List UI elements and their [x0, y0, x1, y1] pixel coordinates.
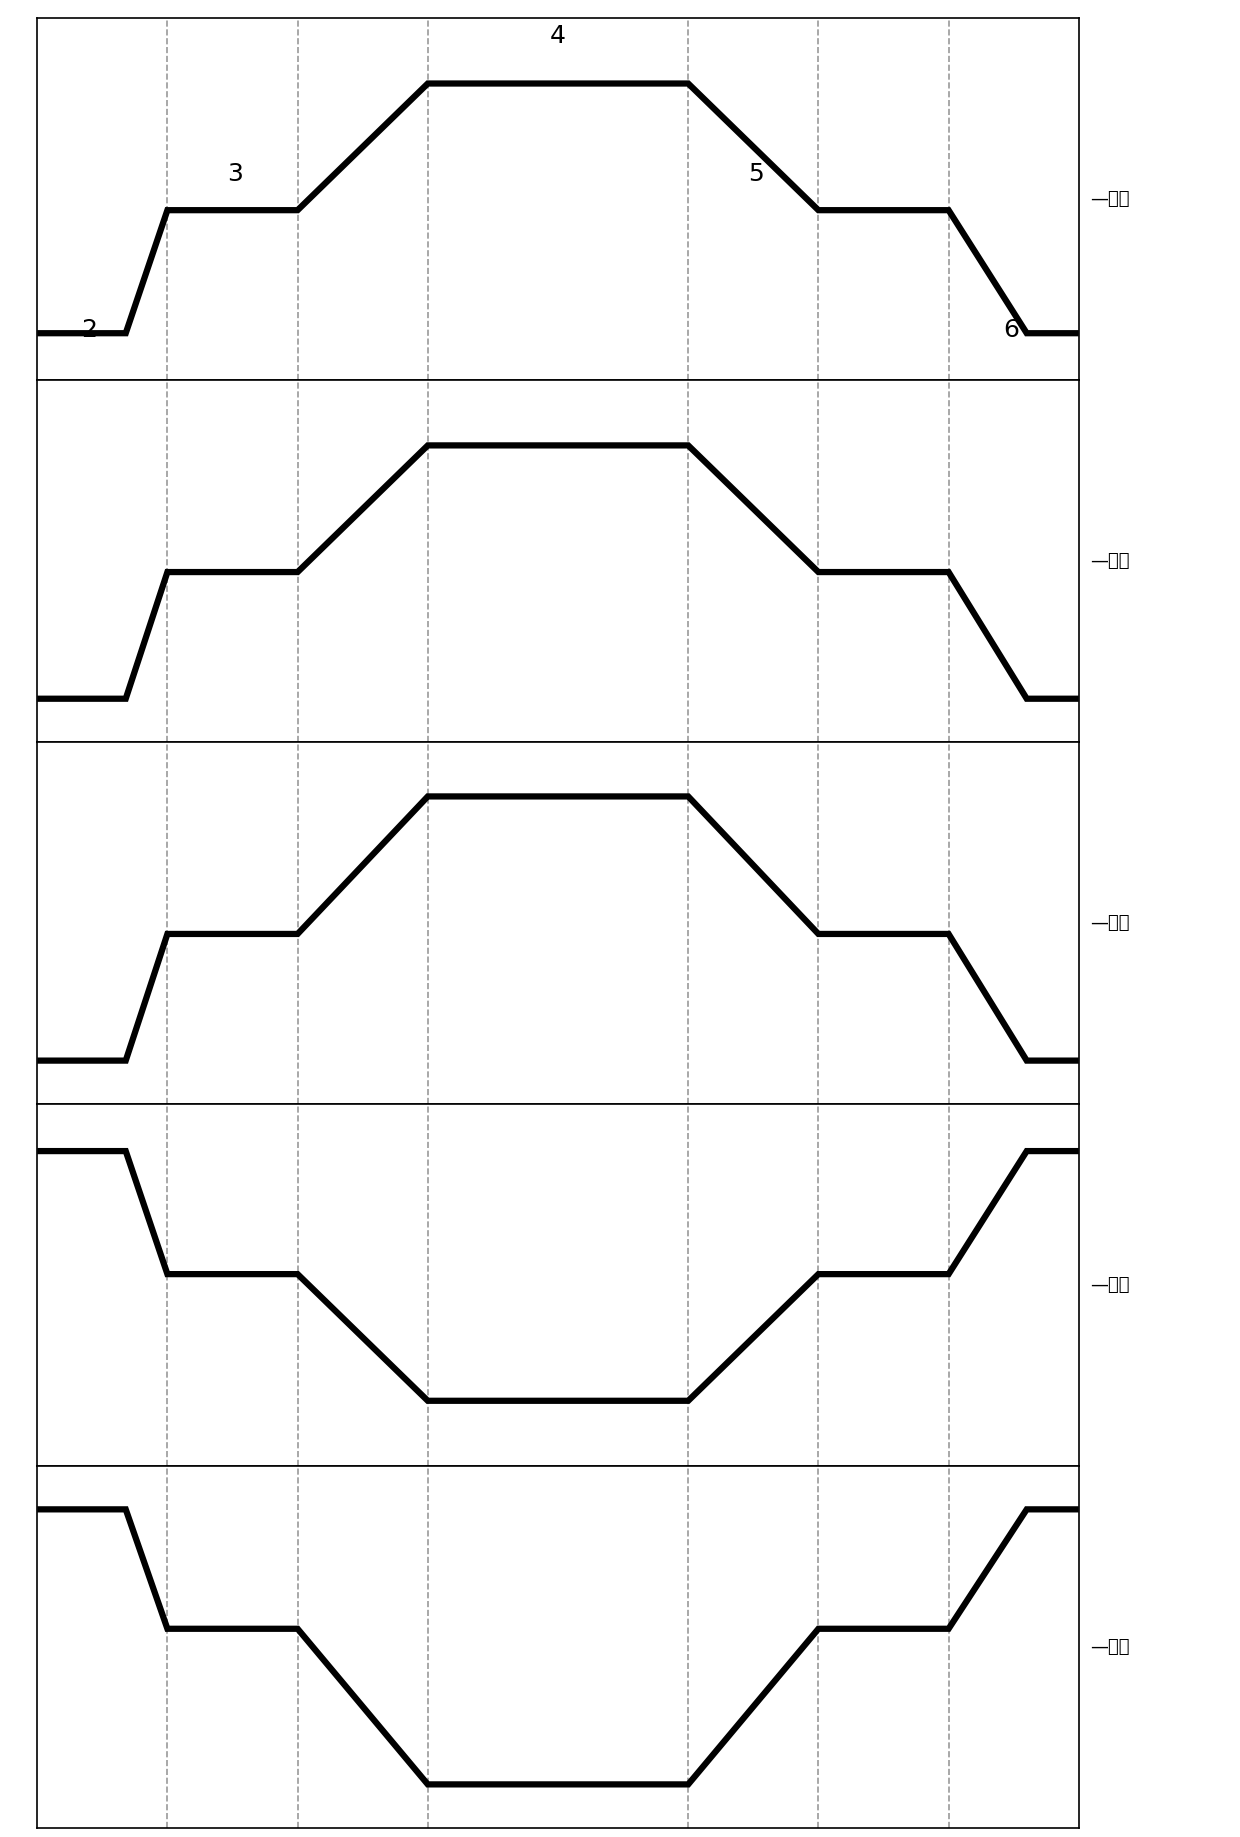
- Text: 3: 3: [227, 162, 243, 186]
- Text: —时间: —时间: [1090, 915, 1130, 931]
- Text: 2: 2: [82, 318, 97, 342]
- Text: —氯气: —氯气: [1090, 553, 1130, 569]
- Text: 6: 6: [1003, 318, 1019, 342]
- Text: —氯气: —氯气: [1090, 1277, 1130, 1293]
- Text: 5: 5: [748, 162, 764, 186]
- Text: —温度: —温度: [1090, 191, 1130, 208]
- Text: —压力: —压力: [1090, 1639, 1130, 1655]
- Text: 4: 4: [551, 24, 565, 48]
